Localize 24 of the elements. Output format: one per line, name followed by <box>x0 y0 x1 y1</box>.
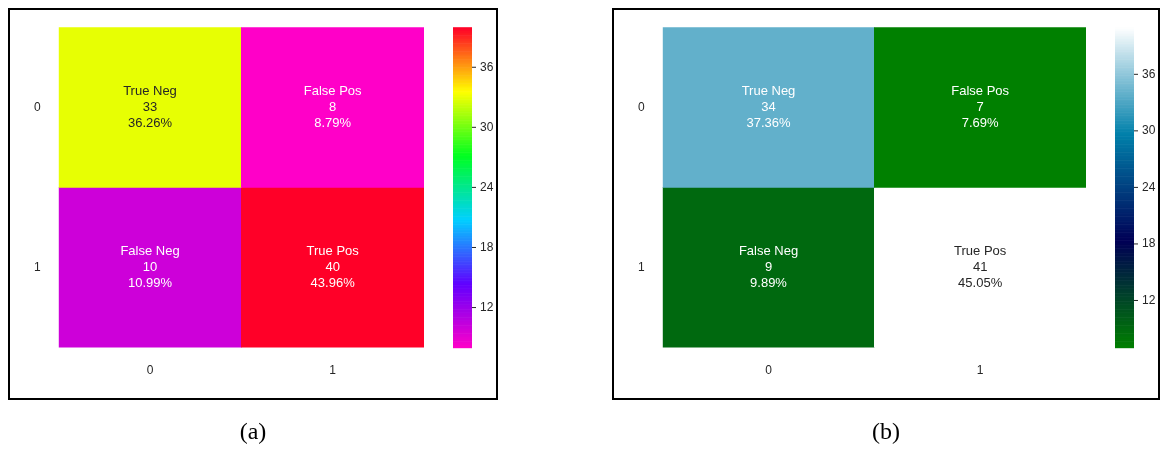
data-label: True Pos 40 43.96% <box>306 243 360 291</box>
x-tick-label: 0 <box>765 363 773 378</box>
x-tick-label: 1 <box>976 363 984 378</box>
x-tick-label: 1 <box>329 363 337 378</box>
data-label: False Pos 7 7.69% <box>951 82 1010 130</box>
color-bar-label: 30 <box>480 119 494 134</box>
color-bar-label: 36 <box>1142 66 1156 81</box>
data-label: True Pos 41 45.05% <box>954 243 1007 291</box>
data-label: False Neg 10 10.99% <box>120 243 180 291</box>
color-bar-label: 24 <box>480 179 494 194</box>
data-label: False Neg 9 9.89% <box>738 243 799 291</box>
text: (a) <box>238 418 268 445</box>
data-label: False Pos 8 8.79% <box>303 82 363 130</box>
color-bar-label: 12 <box>480 299 494 314</box>
color-bar-label: 24 <box>1142 179 1156 194</box>
color-bar-label: 18 <box>1142 236 1156 251</box>
data-label: True Neg 34 37.36% <box>741 82 796 130</box>
text: (b) <box>871 418 901 445</box>
color-bar-label: 12 <box>1142 292 1156 307</box>
color-bar-label: 36 <box>480 59 494 74</box>
data-label: True Neg 33 36.26% <box>123 82 177 130</box>
x-tick-label: 0 <box>146 363 154 378</box>
color-bar-label: 18 <box>480 239 494 254</box>
color-bar-label: 30 <box>1142 123 1156 138</box>
